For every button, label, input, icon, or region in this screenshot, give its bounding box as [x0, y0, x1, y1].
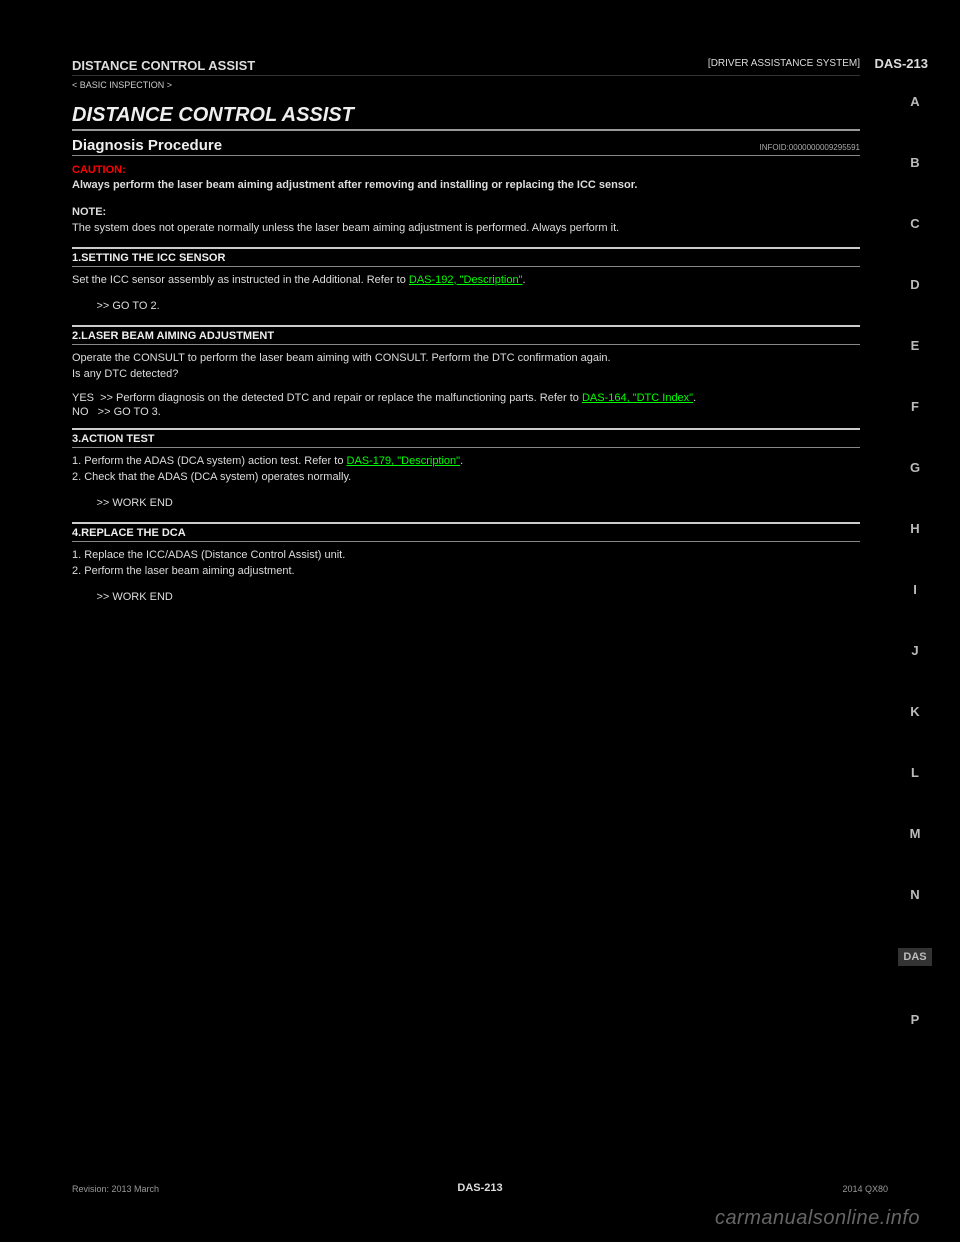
caution-label: CAUTION: — [72, 164, 860, 176]
step-2-body: Operate the CONSULT to perform the laser… — [72, 351, 860, 383]
step-4-arrow: >> WORK END — [72, 590, 860, 606]
subheader: < BASIC INSPECTION > — [72, 80, 860, 90]
step-1-header: 1.SETTING THE ICC SENSOR — [72, 247, 860, 267]
header-left: DISTANCE CONTROL ASSIST — [72, 58, 255, 73]
page-body: DISTANCE CONTROL ASSIST [DRIVER ASSISTAN… — [72, 58, 860, 616]
link-das-179[interactable]: DAS-179, "Description" — [347, 455, 461, 467]
section-sidebar: A B C D E F G H I J K L M N DAS P — [898, 94, 932, 1027]
info-id: INFOID:0000000009295591 — [759, 137, 860, 154]
sidebar-H[interactable]: H — [898, 521, 932, 536]
step-1-body: Set the ICC sensor assembly as instructe… — [72, 273, 860, 289]
step-3-arrow: >> WORK END — [72, 496, 860, 512]
note-label: NOTE: — [72, 206, 106, 218]
watermark: carmanualsonline.info — [715, 1207, 920, 1230]
step-1-arrow: >> GO TO 2. — [72, 299, 860, 315]
footer-revision: Revision: 2013 March — [72, 1184, 159, 1194]
step-2-arrow-no: NO >> GO TO 3. — [72, 406, 860, 418]
sidebar-F[interactable]: F — [898, 399, 932, 414]
subtitle: Diagnosis Procedure — [72, 137, 222, 154]
sidebar-D[interactable]: D — [898, 277, 932, 292]
sidebar-G[interactable]: G — [898, 460, 932, 475]
sidebar-N[interactable]: N — [898, 887, 932, 902]
footer-page: DAS-213 — [457, 1182, 502, 1194]
note-text: The system does not operate normally unl… — [72, 222, 619, 234]
step-3-header: 3.ACTION TEST — [72, 428, 860, 448]
link-das-192[interactable]: DAS-192, "Description" — [409, 274, 523, 286]
note-block: NOTE: The system does not operate normal… — [72, 205, 860, 237]
caution-text: Always perform the laser beam aiming adj… — [72, 178, 860, 193]
sidebar-K[interactable]: K — [898, 704, 932, 719]
sidebar-A[interactable]: A — [898, 94, 932, 109]
sidebar-I[interactable]: I — [898, 582, 932, 597]
link-das-164[interactable]: DAS-164, "DTC Index" — [582, 392, 693, 404]
sidebar-M[interactable]: M — [898, 826, 932, 841]
sidebar-L[interactable]: L — [898, 765, 932, 780]
footer-model: 2014 QX80 — [842, 1184, 888, 1194]
page-number-top: DAS-213 — [875, 56, 928, 71]
step-2-header: 2.LASER BEAM AIMING ADJUSTMENT — [72, 325, 860, 345]
sidebar-P[interactable]: P — [898, 1012, 932, 1027]
sidebar-DAS[interactable]: DAS — [898, 948, 932, 966]
sidebar-B[interactable]: B — [898, 155, 932, 170]
header-right: [DRIVER ASSISTANCE SYSTEM] — [708, 58, 860, 73]
step-2-arrow-yes: YES >> Perform diagnosis on the detected… — [72, 392, 860, 404]
step-3-body: 1. Perform the ADAS (DCA system) action … — [72, 454, 860, 486]
subtitle-row: Diagnosis Procedure INFOID:0000000009295… — [72, 137, 860, 156]
sidebar-J[interactable]: J — [898, 643, 932, 658]
sidebar-E[interactable]: E — [898, 338, 932, 353]
sidebar-C[interactable]: C — [898, 216, 932, 231]
step-4-body: 1. Replace the ICC/ADAS (Distance Contro… — [72, 548, 860, 580]
page-title: DISTANCE CONTROL ASSIST — [72, 104, 860, 131]
step-4-header: 4.REPLACE THE DCA — [72, 522, 860, 542]
header-row: DISTANCE CONTROL ASSIST [DRIVER ASSISTAN… — [72, 58, 860, 76]
